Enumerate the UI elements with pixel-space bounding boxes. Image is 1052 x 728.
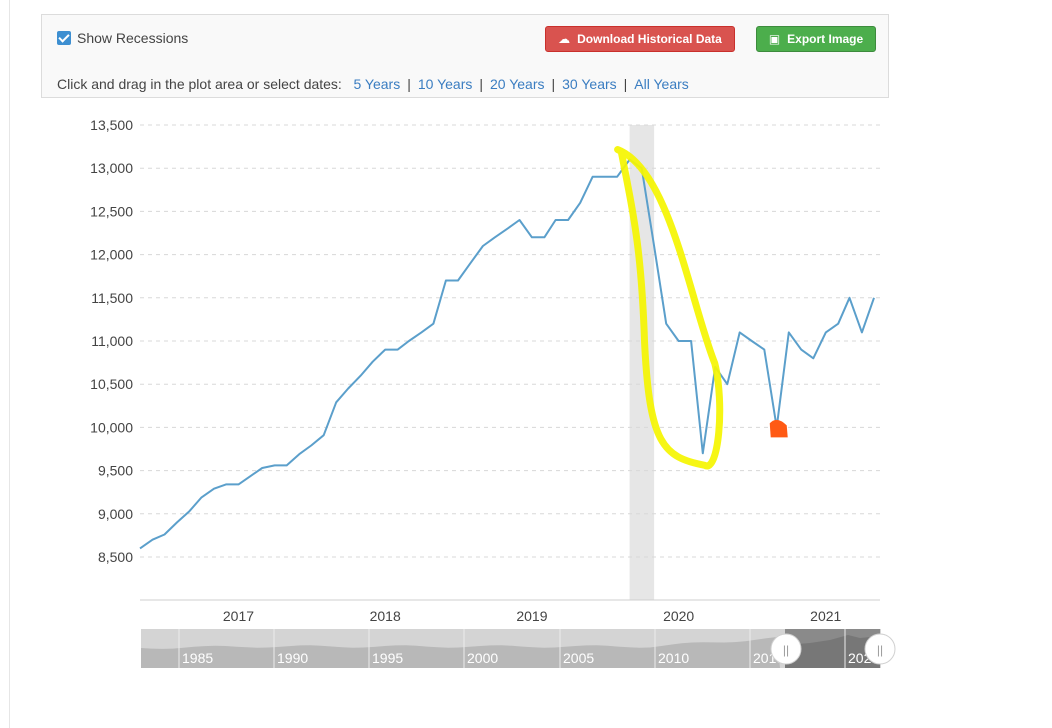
date-range-selector: Click and drag in the plot area or selec… <box>57 76 689 92</box>
x-tick-label: 2018 <box>370 608 401 624</box>
y-axis-labels: 13,500 13,000 12,500 12,000 11,500 11,000 10,5… <box>90 117 133 565</box>
range-separator: | <box>407 76 411 92</box>
handle-grip-label: || <box>783 643 789 657</box>
x-tick-label: 2017 <box>223 608 254 624</box>
y-tick-label: 11,000 <box>91 333 133 349</box>
cloud-download-icon: ☁ <box>558 32 571 46</box>
annotation-layer <box>614 146 788 470</box>
navigator-selection-area <box>785 635 880 668</box>
range-separator: | <box>551 76 556 92</box>
x-tick-label: 2020 <box>663 608 694 624</box>
range-20-years[interactable]: 20 Years <box>490 76 545 92</box>
navigator-year-label: 1995 <box>372 650 403 666</box>
left-border <box>9 0 10 728</box>
range-separator: | <box>623 76 628 92</box>
y-tick-label: 13,500 <box>90 117 133 133</box>
y-tick-label: 9,500 <box>98 463 133 479</box>
y-tick-label: 10,000 <box>90 419 133 435</box>
range-separator: | <box>479 76 483 92</box>
navigator-right-handle[interactable] <box>864 633 896 665</box>
y-tick-label: 9,000 <box>98 506 133 522</box>
y-tick-label: 10,500 <box>90 376 133 392</box>
range-5-years[interactable]: 5 Years <box>353 76 401 92</box>
x-tick-label: 2021 <box>810 608 841 624</box>
export-button-label: Export Image <box>787 32 864 46</box>
show-recessions-checkbox[interactable] <box>57 31 71 45</box>
highlight-annotation <box>614 146 724 470</box>
navigator-year-label: 1985 <box>182 650 213 666</box>
x-tick-label: 2019 <box>516 608 547 624</box>
navigator-history-area <box>141 637 780 668</box>
image-icon: ▣ <box>768 32 781 46</box>
navigator-year-label: 2005 <box>563 650 594 666</box>
x-axis-labels: 2017 2018 2019 2020 2021 <box>140 599 880 624</box>
navigator-left-handle[interactable] <box>770 633 802 665</box>
y-tick-label: 11,500 <box>91 290 133 306</box>
range-10-years[interactable]: 10 Years <box>417 76 473 92</box>
download-historical-data-button[interactable]: ☁ Download Historical Data <box>545 26 735 52</box>
y-tick-label: 8,500 <box>98 549 133 565</box>
show-recessions-toggle[interactable]: Show Recessions <box>57 30 188 46</box>
navigator-year-label: 2010 <box>658 650 689 666</box>
show-recessions-label: Show Recessions <box>77 30 189 46</box>
navigator-year-label: 1990 <box>277 650 308 666</box>
y-tick-label: 12,000 <box>90 247 133 263</box>
marker-annotation <box>769 419 788 438</box>
y-tick-label: 13,000 <box>90 160 133 176</box>
range-all-years[interactable]: All Years <box>634 76 689 92</box>
export-image-button[interactable]: ▣ Export Image <box>756 26 876 52</box>
date-prompt: Click and drag in the plot area or selec… <box>57 76 342 92</box>
y-tick-label: 12,500 <box>90 203 133 219</box>
series-line[interactable] <box>139 158 875 550</box>
gridlines <box>140 124 880 558</box>
series-layer <box>139 158 875 550</box>
download-button-label: Download Historical Data <box>577 32 722 46</box>
chart-controls-panel: Show Recessions ☁ Download Historical Da… <box>41 14 889 98</box>
handle-grip-label: || <box>877 643 883 657</box>
range-navigator[interactable]: 1985 1990 1995 2000 2005 2010 2015 2020|| || <box>141 629 896 668</box>
navigator-year-label: 2000 <box>467 650 498 666</box>
range-30-years[interactable]: 30 Years <box>562 76 617 92</box>
